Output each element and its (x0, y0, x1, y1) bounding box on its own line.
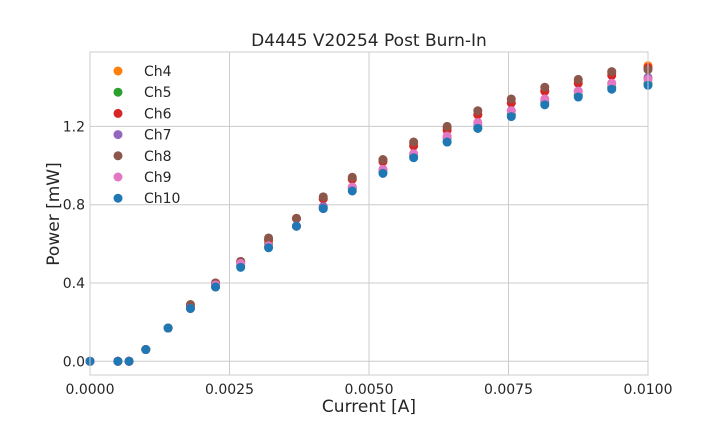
data-point (442, 137, 452, 147)
x-tick-label: 0.0100 (624, 382, 673, 398)
data-point (442, 121, 452, 131)
y-tick-labels: 0.0 0.4 0.8 1.2 (63, 119, 85, 370)
data-point (163, 323, 173, 333)
y-tick-label: 0.4 (63, 276, 85, 292)
legend-marker (113, 66, 123, 76)
data-point (540, 82, 550, 92)
data-point (141, 345, 151, 355)
data-point (473, 123, 483, 133)
x-tick-label: 0.0075 (484, 382, 533, 398)
data-point (573, 74, 583, 84)
data-point (264, 233, 274, 243)
x-tick-label: 0.0000 (66, 382, 115, 398)
data-point (607, 84, 617, 94)
legend-item-ch5: Ch5 (113, 85, 172, 101)
data-point (318, 204, 328, 214)
legend-label: Ch10 (144, 191, 180, 207)
data-point (347, 172, 357, 182)
data-point (378, 168, 388, 178)
legend-item-ch6: Ch6 (113, 106, 172, 122)
data-point (291, 221, 301, 231)
legend-marker (113, 130, 123, 140)
y-tick-label: 0.0 (63, 354, 85, 370)
data-point (378, 155, 388, 165)
legend-label: Ch5 (144, 85, 172, 101)
plot-frame (89, 51, 649, 376)
x-tick-label: 0.0025 (205, 382, 254, 398)
y-axis-label: Power [mW] (44, 162, 64, 265)
data-point (236, 262, 246, 272)
data-point (211, 282, 221, 292)
data-points (85, 61, 653, 366)
x-axis-label: Current [A] (322, 397, 416, 417)
legend-label: Ch4 (144, 64, 172, 80)
data-point (506, 94, 516, 104)
y-tick-label: 1.2 (63, 119, 85, 135)
legend-label: Ch9 (144, 170, 172, 186)
legend-marker (113, 151, 123, 161)
legend-item-ch7: Ch7 (113, 128, 172, 144)
legend-item-ch4: Ch4 (113, 64, 172, 80)
legend-label: Ch7 (144, 128, 172, 144)
data-point (291, 213, 301, 223)
legend-marker (113, 87, 123, 97)
legend: Ch4 Ch5 Ch6 Ch7 Ch8 Ch9 Ch10 (113, 64, 180, 207)
legend-item-ch10: Ch10 (113, 191, 180, 207)
legend-item-ch9: Ch9 (113, 170, 172, 186)
data-point (124, 356, 134, 366)
data-point (409, 137, 419, 147)
data-point (347, 186, 357, 196)
data-point (573, 92, 583, 102)
chart-title: D4445 V20254 Post Burn-In (251, 31, 487, 51)
data-point (506, 112, 516, 122)
legend-item-ch8: Ch8 (113, 149, 172, 165)
legend-marker (113, 172, 123, 182)
x-tick-labels: 0.0000 0.0025 0.0050 0.0075 0.0100 (66, 382, 673, 398)
data-point (540, 100, 550, 110)
data-point (185, 303, 195, 313)
data-point (473, 106, 483, 116)
y-tick-label: 0.8 (63, 198, 85, 214)
data-point (264, 243, 274, 253)
legend-marker (113, 108, 123, 118)
x-tick-label: 0.0050 (345, 382, 394, 398)
legend-label: Ch6 (144, 106, 172, 122)
data-point (607, 67, 617, 77)
legend-label: Ch8 (144, 149, 172, 165)
data-point (409, 153, 419, 163)
data-point (113, 356, 123, 366)
series-ch10 (85, 80, 653, 366)
data-point (318, 192, 328, 202)
legend-marker (113, 193, 123, 203)
